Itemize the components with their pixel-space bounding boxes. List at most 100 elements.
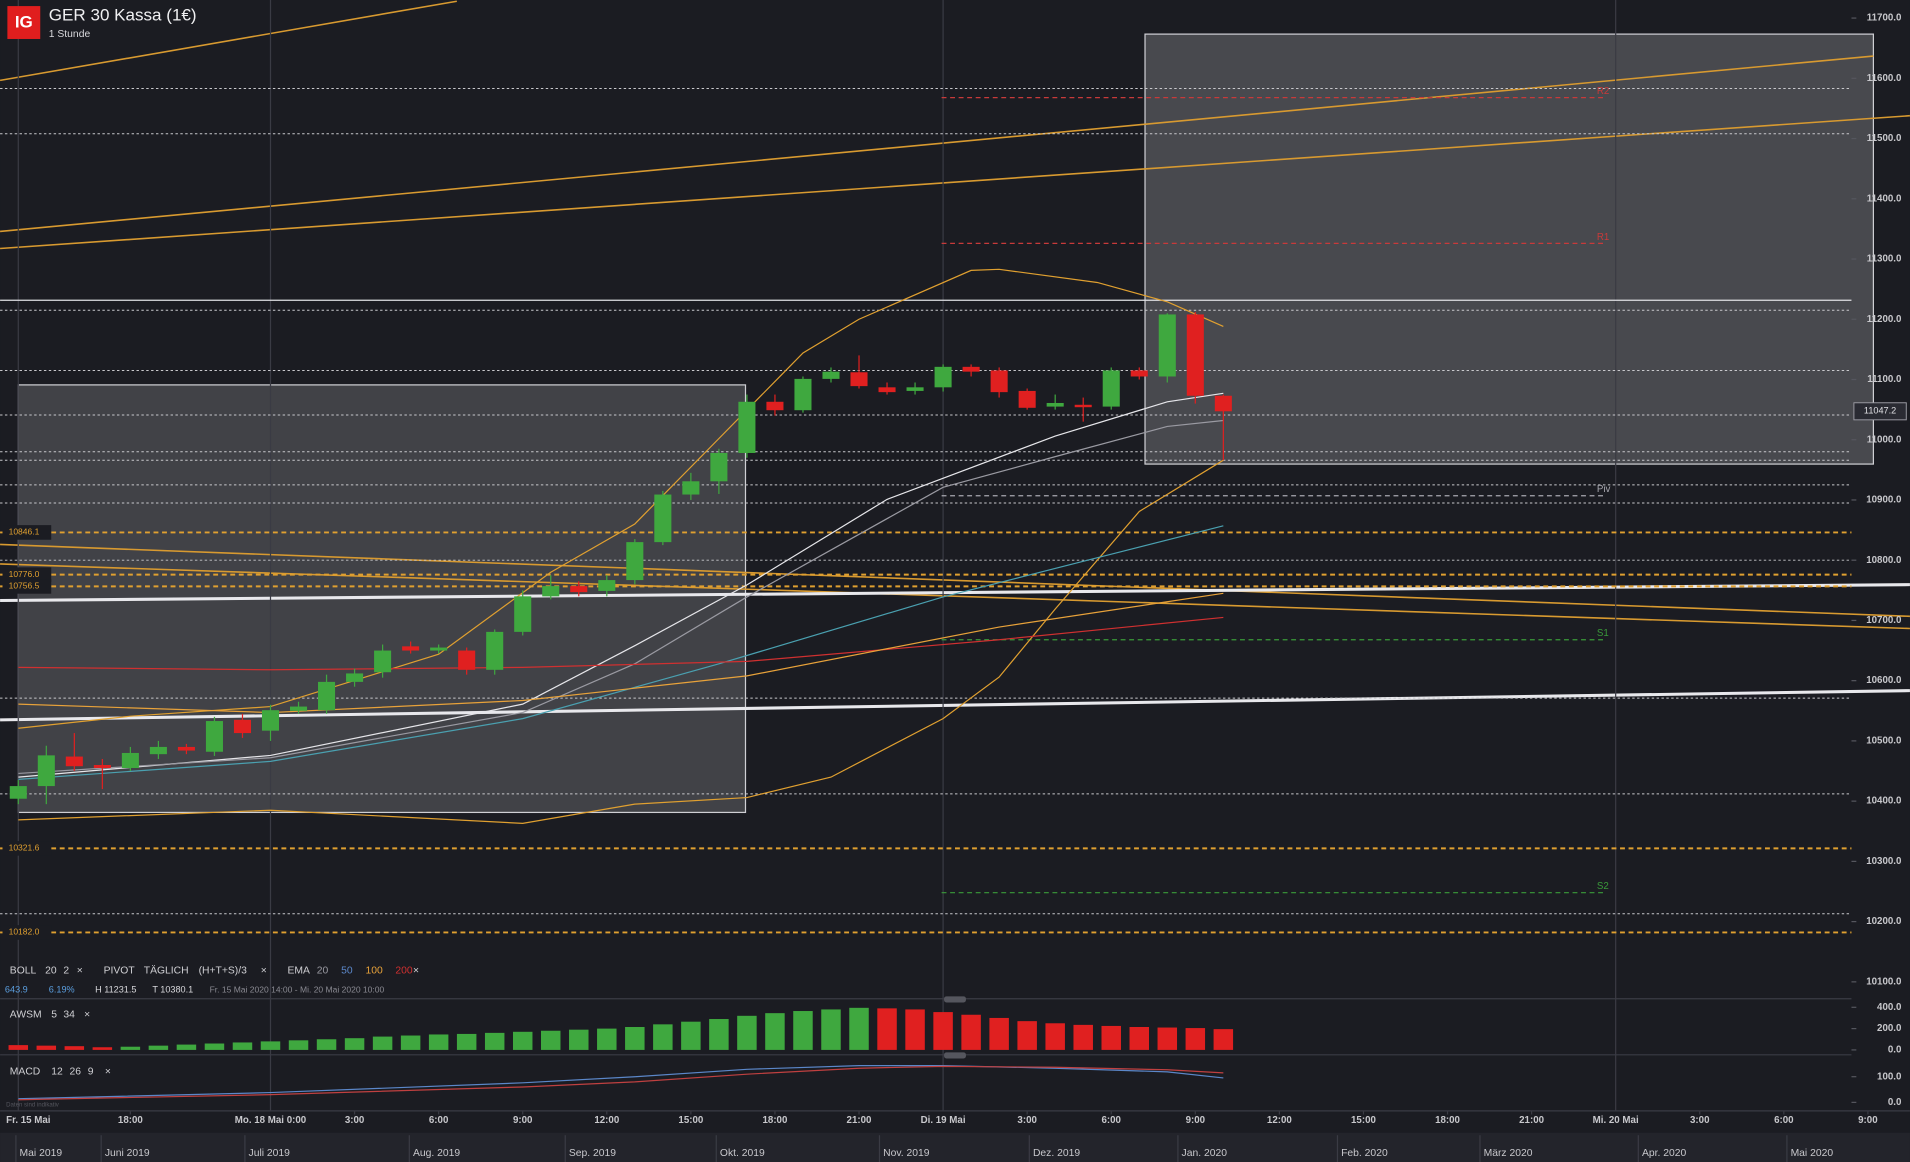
indicator-name: PIVOT [104,966,136,977]
histogram-bar [933,1012,953,1050]
month-label: Okt. 2019 [720,1148,765,1159]
navigator [0,1132,1910,1162]
month-label: Juli 2019 [249,1148,291,1159]
histogram-bar [148,1045,169,1050]
candle-body [149,746,167,755]
histogram-bar [1101,1025,1121,1050]
level-label: 10321.6 [9,843,40,853]
x-tick-label: 18:00 [118,1115,143,1126]
candle-body [766,401,784,411]
level-label: 10846.1 [9,527,40,537]
month-label: Nov. 2019 [883,1148,930,1159]
y-tick-label: 11700.0 [1867,13,1902,24]
x-tick-label: 12:00 [594,1115,619,1126]
indicator-param: 2 [63,966,69,977]
month-label: Juni 2019 [105,1148,150,1159]
histogram-bar [8,1045,29,1050]
histogram-bar [989,1017,1009,1050]
trend-line [0,55,1874,233]
overlays [18,268,1224,824]
resize-handle[interactable] [944,996,966,1003]
histogram-bar [1213,1029,1234,1050]
close-button[interactable]: × [413,966,419,977]
y-tick-label: 11200.0 [1867,314,1902,325]
panel-param: 26 [69,1067,81,1078]
close-button[interactable]: × [84,1009,90,1020]
levels [0,88,1852,934]
histogram-bar [961,1014,981,1050]
histogram-bar [316,1039,337,1050]
x-tick-label: 9:00 [1186,1115,1206,1126]
close-button[interactable]: × [105,1067,111,1078]
x-tick-label: Mi. 20 Mai [1593,1115,1639,1126]
close-button[interactable]: × [261,966,267,977]
indicator-param: (H+T+S)/3 [199,966,248,977]
pivot-label: S1 [1597,628,1609,639]
month-label: Mai 2020 [1791,1148,1834,1159]
resize-handle[interactable] [944,1052,966,1059]
candle-body [626,542,644,581]
histogram-bar [821,1009,841,1050]
histogram-bar [793,1011,813,1050]
y-tick-label: 11100.0 [1867,374,1902,385]
y-tick-label: 11300.0 [1867,254,1902,265]
macd-line [18,1065,1224,1100]
histogram-bar [877,1008,897,1050]
pivot-label: R1 [1597,232,1609,243]
month-label: März 2020 [1484,1148,1533,1159]
candle-body [822,371,840,379]
month-label: Feb. 2020 [1341,1148,1388,1159]
candle-body [710,452,728,482]
close-button[interactable]: × [77,966,83,977]
candle-body [346,673,364,682]
indicator-param: 20 [45,966,57,977]
candle-body [990,370,1008,393]
histogram-bar [512,1031,533,1050]
x-tick-label: 15:00 [1351,1115,1376,1126]
y-tick-label: 100.0 [1877,1071,1902,1082]
stat-high: H 11231.5 [95,985,136,995]
chart-title: GER 30 Kassa (1€) [49,5,197,24]
histogram-bar [849,1007,869,1050]
last-price-box [1853,402,1907,421]
x-tick-label: 3:00 [345,1115,365,1126]
histogram-bar [597,1028,617,1050]
histogram-bar [709,1019,729,1050]
histogram-bar [260,1041,281,1050]
candle-body [289,706,308,711]
level-label-box [2,579,52,594]
histogram-bar [765,1013,785,1050]
histogram-bar [372,1036,393,1050]
macd-line [18,1065,1224,1101]
marks [8,312,1234,1101]
level-label: 10756.5 [9,581,40,591]
candle-body [542,586,560,597]
y-tick-label: 10800.0 [1866,555,1902,566]
level-label-box [2,567,52,582]
candle-body [514,596,532,632]
histogram-bar [1185,1028,1206,1050]
histogram-bar [1073,1024,1093,1050]
candle-body [374,650,392,673]
candle-body [878,387,896,393]
y-tick-label: 11400.0 [1867,193,1902,204]
histogram-bar [120,1046,141,1050]
stat-change-pct: 6.19% [49,985,75,995]
candle-body [1158,314,1176,377]
pivot-label: R2 [1597,86,1609,97]
x-tick-label: 18:00 [1435,1115,1460,1126]
month-label: Jan. 2020 [1182,1148,1228,1159]
histogram-bar [681,1021,701,1050]
overlay-line [18,268,1224,729]
candle-body [1046,402,1064,407]
x-tick-label: 12:00 [1267,1115,1292,1126]
x-tick-label: 9:00 [1858,1115,1878,1126]
histogram-bar [653,1024,673,1050]
histogram-bar [64,1046,85,1050]
histogram-bar [176,1044,197,1050]
histogram-bar [428,1034,449,1050]
overlay-line [18,419,1224,775]
candle-body [850,372,868,387]
